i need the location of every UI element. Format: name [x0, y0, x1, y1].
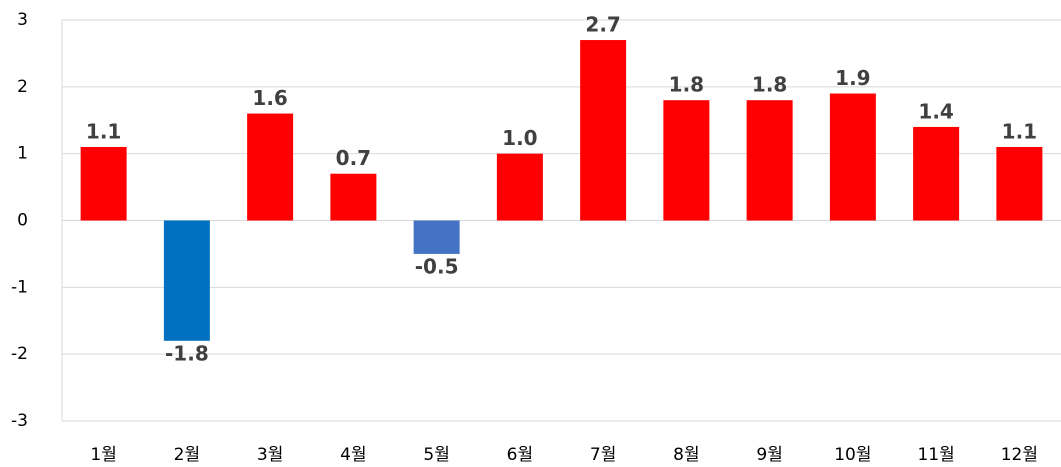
data-label: 1.8	[669, 73, 704, 97]
bar	[80, 146, 127, 221]
x-tick-label: 9월	[756, 445, 782, 465]
data-label: -0.5	[415, 254, 459, 278]
y-tick-label: -1	[11, 277, 28, 297]
bar	[247, 113, 294, 221]
x-tick-label: 2월	[174, 445, 200, 465]
data-label: 2.7	[585, 13, 620, 37]
data-label: 1.6	[252, 86, 287, 110]
y-tick-label: 2	[17, 77, 28, 97]
bar	[580, 40, 627, 221]
bar	[996, 146, 1043, 221]
bar	[413, 220, 460, 254]
x-tick-label: 10월	[834, 445, 871, 465]
bar	[913, 126, 960, 221]
data-label: 1.8	[752, 73, 787, 97]
x-tick-label: 1월	[90, 445, 116, 465]
data-label: 0.7	[336, 146, 371, 170]
bar	[496, 153, 543, 221]
x-tick-label: 11월	[917, 445, 954, 465]
y-tick-label: 1	[17, 144, 28, 164]
bar	[829, 93, 876, 221]
bar	[746, 100, 793, 221]
x-tick-label: 4월	[340, 445, 366, 465]
data-label: 1.4	[918, 99, 953, 123]
x-tick-label: 5월	[423, 445, 449, 465]
data-label: -1.8	[165, 341, 209, 365]
x-tick-label: 8월	[673, 445, 699, 465]
bar	[663, 100, 710, 221]
x-tick-label: 12월	[1001, 445, 1038, 465]
bar	[163, 220, 210, 341]
y-tick-label: -3	[11, 411, 28, 431]
data-label: 1.0	[502, 126, 537, 150]
x-tick-label: 6월	[507, 445, 533, 465]
x-tick-label: 7월	[590, 445, 616, 465]
x-tick-label: 3월	[257, 445, 283, 465]
bar	[330, 173, 377, 221]
data-label: 1.1	[1002, 119, 1037, 143]
y-tick-label: -2	[11, 344, 28, 364]
y-tick-label: 3	[17, 10, 28, 30]
data-label: 1.1	[86, 119, 121, 143]
y-tick-label: 0	[17, 211, 28, 231]
data-label: 1.9	[835, 66, 870, 90]
